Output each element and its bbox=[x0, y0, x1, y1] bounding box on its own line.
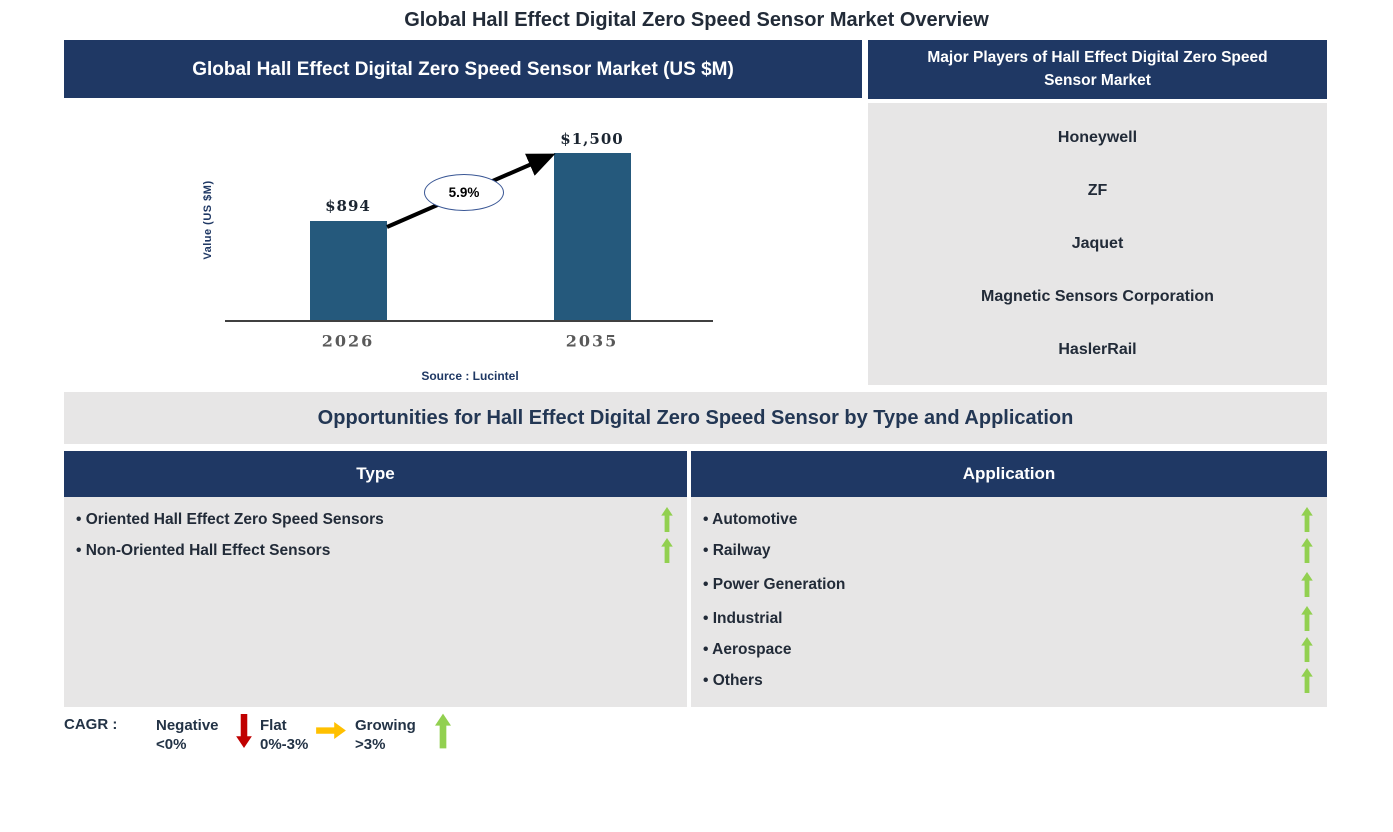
legend-name: Flat bbox=[260, 717, 287, 734]
bar-value-2035: $1,500 bbox=[560, 130, 624, 148]
flat-right-arrow-icon bbox=[316, 722, 346, 739]
bar-value-2026: $894 bbox=[325, 197, 371, 215]
growing-up-arrow-icon bbox=[1301, 637, 1313, 662]
market-bar-chart: Value (US $M) 5.9% $894 $1,500 2026 2035… bbox=[64, 98, 862, 388]
application-item-label: Aerospace bbox=[703, 641, 791, 659]
application-item-label: Others bbox=[703, 672, 763, 690]
negative-down-arrow-icon bbox=[236, 714, 252, 748]
list-item: Honeywell bbox=[1057, 128, 1138, 146]
type-panel-header: Type bbox=[64, 451, 687, 497]
list-item: Industrial bbox=[691, 603, 1327, 634]
application-item-label: Automotive bbox=[703, 511, 797, 529]
cagr-value: 5.9% bbox=[448, 185, 480, 200]
growing-up-arrow-icon bbox=[1301, 668, 1313, 693]
source-label: Source : Lucintel bbox=[421, 369, 519, 383]
type-panel-body: Oriented Hall Effect Zero Speed Sensors … bbox=[64, 497, 687, 707]
list-item: Automotive bbox=[691, 504, 1327, 535]
type-item-label: Non-Oriented Hall Effect Sensors bbox=[76, 542, 331, 560]
list-item: ZF bbox=[1087, 181, 1108, 199]
list-item: HaslerRail bbox=[1058, 341, 1137, 359]
list-item: Others bbox=[691, 665, 1327, 696]
opportunities-banner: Opportunities for Hall Effect Digital Ze… bbox=[64, 392, 1327, 444]
x-axis-line bbox=[225, 320, 713, 322]
cagr-ellipse: 5.9% bbox=[424, 174, 504, 211]
growing-up-arrow-icon bbox=[1301, 572, 1313, 597]
legend-name: Growing bbox=[355, 717, 416, 734]
market-chart-header: Global Hall Effect Digital Zero Speed Se… bbox=[64, 40, 862, 99]
cagr-legend-label: CAGR : bbox=[64, 716, 118, 733]
legend-item-growing: Growing >3% bbox=[355, 716, 416, 754]
growing-up-arrow-icon bbox=[661, 538, 673, 563]
growing-up-arrow-icon bbox=[1301, 538, 1313, 563]
legend-item-flat: Flat 0%-3% bbox=[260, 716, 308, 754]
page-title: Global Hall Effect Digital Zero Speed Se… bbox=[404, 8, 989, 31]
application-item-label: Railway bbox=[703, 542, 771, 560]
type-item-label: Oriented Hall Effect Zero Speed Sensors bbox=[76, 511, 384, 529]
major-players-list: Honeywell ZF Jaquet Magnetic Sensors Cor… bbox=[868, 103, 1327, 385]
list-item: Non-Oriented Hall Effect Sensors bbox=[64, 535, 687, 566]
bar-2026 bbox=[310, 221, 387, 320]
list-item: Power Generation bbox=[691, 569, 1327, 600]
legend-range: 0%-3% bbox=[260, 736, 309, 753]
list-item: Railway bbox=[691, 535, 1327, 566]
growing-up-arrow-icon bbox=[1301, 507, 1313, 532]
cagr-trend-arrow bbox=[386, 153, 556, 229]
application-panel-body: Automotive Railway Power Generation Indu… bbox=[691, 497, 1327, 707]
legend-range: >3% bbox=[355, 736, 386, 753]
x-tick-2026: 2026 bbox=[321, 331, 375, 351]
legend-range: <0% bbox=[156, 736, 187, 753]
list-item: Aerospace bbox=[691, 634, 1327, 665]
major-players-header: Major Players of Hall Effect Digital Zer… bbox=[868, 40, 1327, 99]
list-item: Oriented Hall Effect Zero Speed Sensors bbox=[64, 504, 687, 535]
application-panel-header: Application bbox=[691, 451, 1327, 497]
legend-name: Negative bbox=[156, 717, 219, 734]
growing-up-arrow-icon bbox=[1301, 606, 1313, 631]
application-item-label: Power Generation bbox=[703, 576, 846, 594]
growing-up-arrow-icon bbox=[661, 507, 673, 532]
list-item: Magnetic Sensors Corporation bbox=[981, 288, 1214, 306]
legend-item-negative: Negative <0% bbox=[156, 716, 219, 754]
application-item-label: Industrial bbox=[703, 610, 783, 628]
bar-2035 bbox=[554, 153, 631, 320]
list-item: Jaquet bbox=[1071, 234, 1124, 252]
x-tick-2035: 2035 bbox=[565, 331, 619, 351]
growing-up-arrow-icon bbox=[435, 713, 451, 749]
